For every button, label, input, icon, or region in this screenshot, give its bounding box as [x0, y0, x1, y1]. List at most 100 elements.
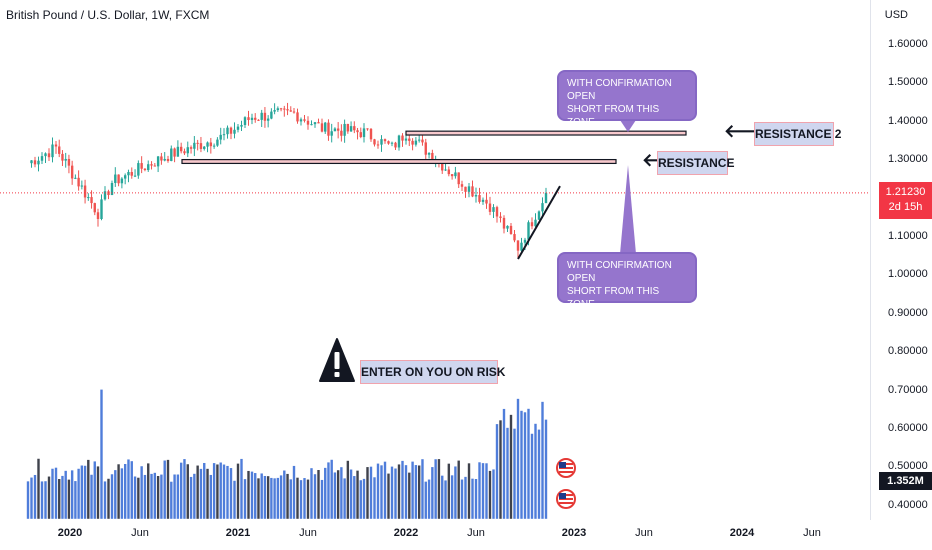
- resistance-label[interactable]: RESISTANCE: [657, 151, 734, 175]
- volume-bar: [394, 468, 397, 519]
- volume-bar: [240, 458, 243, 519]
- resistance-zone: [405, 130, 687, 136]
- candle-body: [414, 140, 418, 145]
- volume-bar: [306, 479, 310, 519]
- resistance-2-label[interactable]: RESISTANCE 2: [754, 122, 841, 146]
- volume-bar: [460, 479, 464, 519]
- candle-body: [424, 142, 427, 155]
- volume-bar: [296, 477, 299, 519]
- candle-body: [103, 191, 107, 200]
- volume-bar: [143, 474, 147, 519]
- volume-bar: [516, 398, 520, 519]
- volume-bar: [219, 462, 222, 519]
- resistance-zone: [181, 158, 617, 165]
- volume-bar: [349, 469, 353, 519]
- event-flags[interactable]: [555, 457, 577, 513]
- volume-bar: [186, 464, 189, 519]
- volume-bar: [236, 463, 240, 519]
- candle-body: [457, 172, 460, 185]
- candle-body: [183, 151, 186, 154]
- volume-bar: [369, 466, 373, 519]
- candle-body: [523, 239, 527, 243]
- candle-body: [411, 140, 414, 145]
- candle-body: [67, 158, 71, 166]
- time-tick: 2024: [729, 527, 755, 539]
- us-flag-icon: [556, 489, 576, 509]
- candle-body: [506, 225, 509, 229]
- callout-top[interactable]: WITH CONFIRMATION OPEN SHORT FROM THIS Z…: [557, 70, 697, 128]
- candle-body: [30, 160, 33, 164]
- candle-body: [270, 111, 273, 119]
- currency-label: USD: [884, 9, 908, 21]
- risk-warning-label[interactable]: ENTER ON YOU ON RISK: [360, 360, 505, 384]
- price-axis[interactable]: [870, 0, 932, 520]
- candle-body: [243, 117, 247, 125]
- volume-bar: [373, 477, 376, 519]
- candle-body: [336, 128, 340, 131]
- volume-bar: [260, 473, 263, 519]
- candle-body: [373, 139, 376, 145]
- candle-body: [203, 146, 206, 149]
- candle-body: [340, 130, 343, 136]
- candle-body: [346, 123, 350, 132]
- time-tick: 2022: [393, 527, 419, 539]
- volume-bar: [110, 474, 114, 519]
- candle-body: [137, 163, 140, 176]
- volume-bar: [404, 465, 408, 519]
- candle-body: [516, 240, 520, 251]
- candle-body: [130, 172, 133, 176]
- volume-bar: [137, 477, 140, 519]
- candle-body: [153, 165, 157, 167]
- volume-bar: [160, 474, 163, 519]
- volume-bar: [310, 468, 313, 519]
- volume-bar: [163, 460, 166, 519]
- candle-body: [229, 127, 233, 134]
- candle-body: [77, 177, 80, 187]
- candle-body: [447, 169, 451, 175]
- volume-bar: [189, 476, 193, 519]
- price-tick: 0.70000: [888, 383, 928, 396]
- volume-bar: [193, 473, 196, 519]
- candle-body: [421, 139, 424, 143]
- candle-body: [481, 199, 485, 202]
- volume-bar: [356, 470, 359, 519]
- candle-body: [160, 156, 163, 161]
- volume-bar: [196, 465, 199, 519]
- volume-bar: [317, 470, 320, 519]
- volume-bar: [421, 459, 424, 519]
- volume-bar: [444, 480, 447, 519]
- time-tick: Jun: [803, 527, 821, 539]
- candle-body: [541, 203, 544, 212]
- callout-bottom[interactable]: WITH CONFIRMATION OPEN SHORT FROM THIS Z…: [557, 252, 697, 310]
- candle-body: [303, 119, 306, 121]
- volume-bar: [471, 478, 474, 519]
- volume-bar: [417, 465, 421, 519]
- volume-bar: [530, 433, 534, 519]
- candle-body: [173, 148, 176, 157]
- volume-bar: [243, 479, 247, 519]
- volume-bar: [437, 459, 441, 519]
- candle-body: [499, 216, 502, 218]
- volume-bar: [513, 428, 516, 519]
- volume-bar: [273, 478, 276, 519]
- symbol-title[interactable]: British Pound / U.S. Dollar, 1W, FXCM: [6, 8, 210, 22]
- volume-bar: [303, 478, 306, 519]
- volume-bar: [26, 481, 30, 519]
- time-tick: 2023: [561, 527, 587, 539]
- candle-body: [54, 144, 58, 147]
- volume-bar: [390, 466, 394, 519]
- candle-body: [216, 139, 219, 146]
- candle-body: [397, 135, 401, 148]
- candle-body: [83, 185, 87, 198]
- volume-bar: [320, 479, 324, 519]
- candle-body: [320, 123, 324, 132]
- candle-body: [40, 156, 44, 161]
- volume-bar: [96, 466, 100, 519]
- volume-bar: [114, 470, 117, 519]
- callout-top-pointer: [620, 120, 636, 132]
- volume-bar: [499, 420, 502, 519]
- volume-bar: [330, 459, 333, 519]
- candle-body: [222, 134, 226, 136]
